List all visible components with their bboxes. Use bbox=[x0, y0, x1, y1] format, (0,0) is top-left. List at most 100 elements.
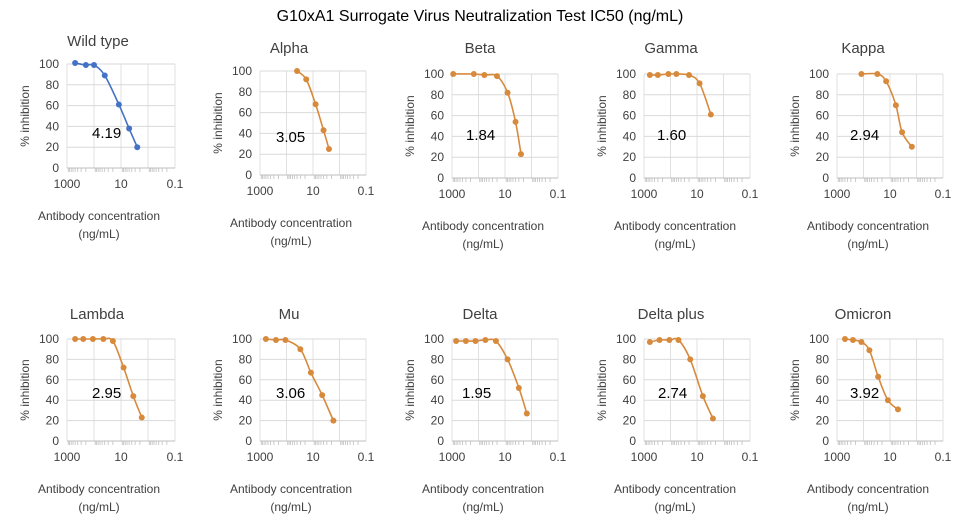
data-point bbox=[899, 129, 906, 136]
chart-mu: Mu 0 20 40 60 80 100 1000 10 0.1 % inhibition Antib… bbox=[211, 306, 375, 514]
x-tick-label: 0.1 bbox=[167, 177, 184, 191]
y-tick-label: 80 bbox=[623, 88, 637, 102]
x-tick-label: 10 bbox=[883, 187, 897, 201]
x-tick-label: 0.1 bbox=[742, 450, 759, 464]
data-point bbox=[665, 71, 672, 77]
y-tick-label: 20 bbox=[46, 414, 60, 428]
chart-beta: Beta 0 20 40 60 80 100 1000 10 0.1 % inhibition Ant… bbox=[403, 40, 567, 251]
x-axis-label: Antibody concentration bbox=[38, 482, 160, 496]
y-tick-label: 100 bbox=[809, 332, 829, 346]
series-line bbox=[75, 337, 143, 418]
x-axis-label-units: (ng/mL) bbox=[462, 500, 503, 514]
panel-title: Alpha bbox=[270, 40, 309, 57]
panel-title: Mu bbox=[279, 306, 300, 323]
x-tick-label: 1000 bbox=[439, 187, 466, 201]
y-tick-label: 20 bbox=[816, 150, 830, 164]
y-axis-label: % inhibition bbox=[211, 359, 225, 420]
data-point bbox=[297, 346, 304, 353]
data-point bbox=[675, 337, 682, 344]
data-point bbox=[472, 338, 479, 345]
panel-title: Beta bbox=[465, 40, 497, 57]
y-tick-label: 20 bbox=[623, 150, 637, 164]
y-tick-label: 80 bbox=[239, 85, 253, 99]
data-point bbox=[453, 338, 460, 345]
y-tick-label: 0 bbox=[437, 171, 444, 185]
y-tick-label: 100 bbox=[39, 332, 59, 346]
y-tick-label: 100 bbox=[809, 67, 829, 81]
data-point bbox=[130, 393, 137, 400]
x-axis-label-units: (ng/mL) bbox=[654, 237, 695, 251]
data-point bbox=[80, 336, 87, 342]
data-point bbox=[841, 336, 848, 342]
x-tick-label: 10 bbox=[114, 177, 128, 191]
data-point bbox=[303, 76, 310, 83]
data-point bbox=[515, 384, 522, 391]
x-axis-label-units: (ng/mL) bbox=[78, 227, 119, 241]
y-tick-label: 40 bbox=[431, 129, 445, 143]
x-tick-label: 0.1 bbox=[742, 187, 759, 201]
y-axis-label: % inhibition bbox=[788, 95, 802, 156]
data-point bbox=[120, 364, 127, 371]
y-tick-label: 40 bbox=[46, 119, 60, 133]
y-tick-label: 40 bbox=[623, 129, 637, 143]
y-tick-label: 20 bbox=[623, 414, 637, 428]
y-tick-label: 100 bbox=[616, 67, 636, 81]
y-tick-label: 20 bbox=[816, 414, 830, 428]
ic50-value: 4.19 bbox=[92, 125, 121, 142]
data-point bbox=[450, 71, 457, 77]
ic50-value: 3.06 bbox=[276, 385, 305, 402]
x-tick-label: 10 bbox=[690, 450, 704, 464]
x-axis-label-units: (ng/mL) bbox=[462, 237, 503, 251]
y-tick-label: 100 bbox=[39, 57, 59, 71]
x-tick-label: 1000 bbox=[824, 187, 851, 201]
x-tick-label: 0.1 bbox=[935, 187, 952, 201]
x-tick-label: 0.1 bbox=[935, 450, 952, 464]
x-axis-label: Antibody concentration bbox=[807, 482, 929, 496]
data-point bbox=[858, 71, 865, 77]
x-axis-label: Antibody concentration bbox=[422, 219, 544, 233]
y-tick-label: 60 bbox=[46, 373, 60, 387]
y-tick-label: 80 bbox=[431, 352, 445, 366]
data-point bbox=[894, 406, 901, 413]
data-point bbox=[892, 102, 899, 109]
y-tick-label: 80 bbox=[816, 352, 830, 366]
y-tick-label: 20 bbox=[431, 150, 445, 164]
x-axis-label-units: (ng/mL) bbox=[847, 237, 888, 251]
y-tick-label: 80 bbox=[46, 352, 60, 366]
y-tick-label: 40 bbox=[239, 126, 253, 140]
y-axis-label: % inhibition bbox=[595, 95, 609, 156]
panel-title: Omicron bbox=[835, 306, 892, 323]
ic50-value: 2.95 bbox=[92, 385, 121, 402]
data-point bbox=[646, 72, 653, 79]
data-point bbox=[884, 397, 891, 404]
y-tick-label: 80 bbox=[46, 78, 60, 92]
data-point bbox=[504, 356, 511, 363]
x-tick-label: 1000 bbox=[439, 450, 466, 464]
y-tick-label: 80 bbox=[623, 352, 637, 366]
data-point bbox=[673, 71, 680, 77]
y-tick-label: 0 bbox=[52, 161, 59, 175]
x-axis-label-units: (ng/mL) bbox=[270, 234, 311, 248]
data-point bbox=[72, 59, 79, 66]
y-tick-label: 60 bbox=[816, 109, 830, 123]
y-tick-label: 80 bbox=[239, 352, 253, 366]
data-point bbox=[883, 78, 890, 85]
y-axis-label: % inhibition bbox=[403, 95, 417, 156]
chart-delta-plus: Delta plus 0 20 40 60 80 100 1000 10 0.1 % inhibit… bbox=[595, 306, 759, 514]
chart-delta: Delta 0 20 40 60 80 100 1000 10 0.1 % inhibition An… bbox=[403, 306, 567, 514]
data-point bbox=[320, 127, 327, 134]
data-point bbox=[849, 337, 856, 344]
data-point bbox=[115, 101, 122, 108]
data-point bbox=[696, 80, 703, 87]
data-point bbox=[101, 72, 108, 79]
y-tick-label: 60 bbox=[816, 373, 830, 387]
chart-wild-type: Wild type 0 20 40 60 80 100 1000 10 0.1 % inhibiti… bbox=[18, 33, 184, 241]
data-point bbox=[686, 72, 693, 79]
y-axis-label: % inhibition bbox=[595, 359, 609, 420]
x-tick-label: 1000 bbox=[631, 450, 658, 464]
x-axis-label-units: (ng/mL) bbox=[654, 500, 695, 514]
y-axis-label: % inhibition bbox=[18, 85, 32, 146]
ic50-value: 2.94 bbox=[850, 127, 879, 144]
data-point bbox=[494, 73, 501, 80]
x-tick-label: 1000 bbox=[247, 184, 274, 198]
